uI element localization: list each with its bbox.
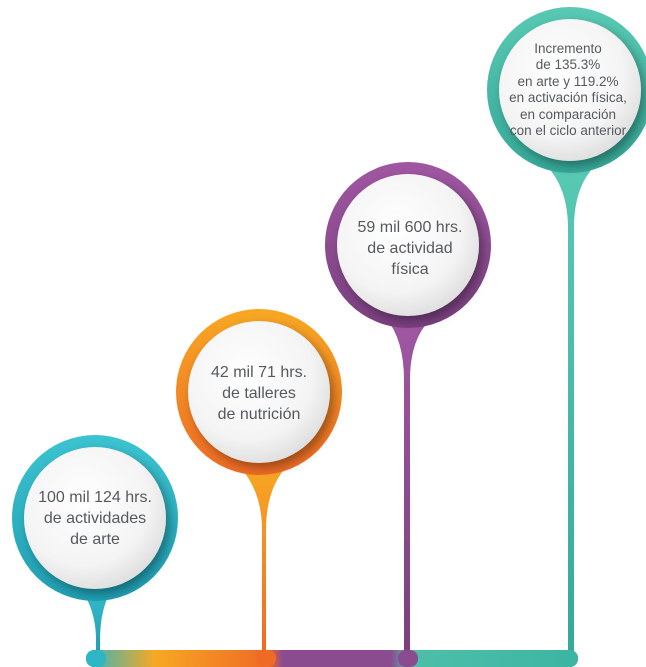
step-label-line: de 135.3% <box>535 57 601 72</box>
step-label-line: física <box>391 260 429 278</box>
pin-disc <box>337 174 479 316</box>
pin-disc <box>188 321 330 463</box>
step-marker-4 <box>487 7 646 667</box>
step-label-line: de talleres <box>222 384 296 402</box>
pin-stem <box>238 465 288 652</box>
step-label-1: 100 mil 124 hrs. de actividades de arte <box>25 473 165 563</box>
step-label-line: 42 mil 71 hrs. <box>210 363 308 381</box>
pin-disc <box>24 447 166 589</box>
pin-disc <box>499 19 641 161</box>
step-label-line: de actividad <box>367 239 453 257</box>
step-label-line: con el ciclo anterior <box>509 123 627 138</box>
step-label-line: de actividades <box>43 509 147 527</box>
base-node <box>558 650 578 667</box>
step-label-line: 100 mil 124 hrs. <box>38 488 152 506</box>
base-bar <box>86 650 578 667</box>
base-node <box>398 650 418 667</box>
step-marker-2 <box>176 309 342 667</box>
step-label-line: de arte <box>70 530 120 548</box>
step-label-line: en comparación <box>519 106 617 122</box>
step-label-line: Incremento <box>534 40 602 56</box>
step-label-4: Incremento de 135.3% en arte y 119.2% en… <box>498 25 638 155</box>
step-label-line: de nutrición <box>217 405 301 423</box>
base-node <box>256 650 276 667</box>
step-label-line: en activación física, <box>509 90 627 105</box>
step-label-3: 59 mil 600 hrs. de actividad física <box>340 203 480 293</box>
step-marker-3 <box>325 162 491 667</box>
pin-stem <box>386 318 432 652</box>
step-marker-1 <box>12 435 178 667</box>
base-node <box>86 650 106 667</box>
pin-stem <box>546 165 596 652</box>
step-label-2: 42 mil 71 hrs. de talleres de nutrición <box>194 348 324 438</box>
step-label-line: en arte y 119.2% <box>517 73 619 89</box>
step-label-line: 59 mil 600 hrs. <box>357 218 463 236</box>
